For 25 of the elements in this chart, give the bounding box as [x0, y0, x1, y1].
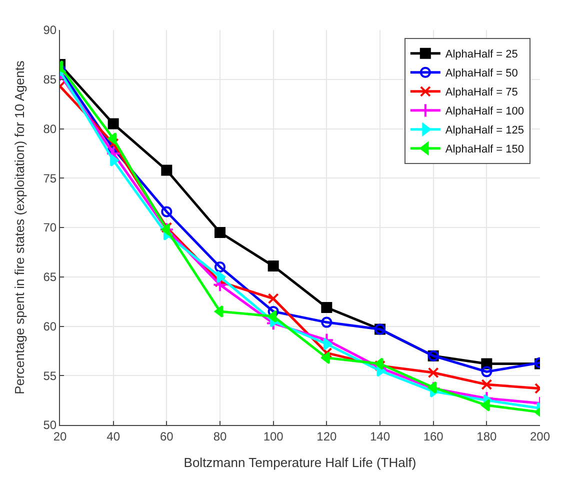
- legend-label: AlphaHalf = 150: [445, 144, 524, 156]
- legend-label: AlphaHalf = 25: [445, 48, 518, 61]
- x-tick-label: 100: [263, 429, 284, 444]
- y-tick-label: 55: [43, 368, 57, 383]
- x-tick-label: 40: [106, 429, 120, 444]
- x-tick-label: 200: [530, 429, 550, 444]
- x-tick-label: 160: [423, 429, 444, 444]
- x-tick-label: 120: [316, 429, 337, 444]
- y-tick-label: 90: [43, 23, 57, 38]
- x-axis-title: Boltzmann Temperature Half Life (THalf): [184, 455, 416, 470]
- y-tick-label: 80: [43, 122, 57, 136]
- x-tick-label: 60: [160, 429, 174, 444]
- y-tick-label: 85: [43, 72, 57, 87]
- x-tick-label: 180: [476, 429, 497, 444]
- legend-label: AlphaHalf = 125: [445, 124, 524, 137]
- legend-label: AlphaHalf = 100: [445, 106, 524, 118]
- y-tick-label: 75: [43, 171, 57, 186]
- y-tick-label: 60: [43, 319, 57, 334]
- legend-label: AlphaHalf = 75: [445, 86, 518, 99]
- y-axis-title: Percentage spent in fire states (exploitation) for 10 Agents: [12, 60, 28, 394]
- x-tick-label: 140: [370, 429, 390, 444]
- legend-label: AlphaHalf = 50: [445, 68, 518, 80]
- y-tick-label: 65: [43, 270, 57, 284]
- y-tick-label: 70: [43, 220, 57, 235]
- x-tick-label: 80: [213, 429, 227, 444]
